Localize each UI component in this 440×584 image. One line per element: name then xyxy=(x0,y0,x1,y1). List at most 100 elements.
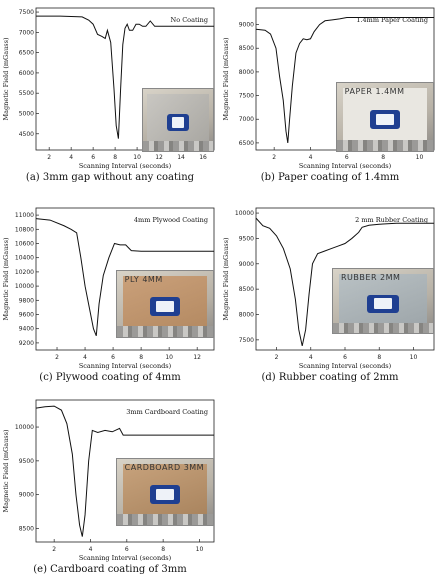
y-tick-label: 8000 xyxy=(239,69,254,76)
sensor-icon xyxy=(149,485,181,504)
photo-board-label: PLY 4MM xyxy=(124,274,163,284)
y-axis-label: Magnetic Field (mGauss) xyxy=(222,237,230,320)
chart-plywood-coating: 2 4 6 8 10 12 9200 9400 9600 9800 10000 10200 10400 1… xyxy=(2,207,215,370)
x-axis-label: Scanning Interval (seconds) xyxy=(79,554,172,562)
x-tick-label: 10 xyxy=(410,354,418,361)
panel-rubber-coating: 2 4 6 8 10 7500 8000 8500 9000 9500 10000 Scanning … xyxy=(220,200,440,392)
y-tick-label: 10000 xyxy=(15,283,34,290)
chart-rubber-coating: 2 4 6 8 10 7500 8000 8500 9000 9500 10000 Scanning … xyxy=(222,207,435,370)
x-tick-label: 12 xyxy=(193,354,201,361)
x-tick-label: 14 xyxy=(177,154,185,161)
panel-paper-coating: 2 4 6 8 10 6500 7000 7500 8000 8500 9000 Scanning I… xyxy=(220,0,440,192)
y-tick-label: 10000 xyxy=(15,424,34,431)
x-tick-label: 6 xyxy=(125,546,129,553)
series-line xyxy=(35,218,214,336)
x-tick-label: 8 xyxy=(139,354,143,361)
x-tick-label: 10 xyxy=(133,154,141,161)
y-axis-label: Magnetic Field (mGauss) xyxy=(2,37,10,120)
x-tick-label: 2 xyxy=(52,546,56,553)
x-axis-label: Scanning Interval (seconds) xyxy=(299,362,392,370)
y-tick-label: 10200 xyxy=(15,269,34,276)
y-tick-label: 9600 xyxy=(19,312,34,319)
x-tick-label: 4 xyxy=(309,354,313,361)
plot-frame xyxy=(35,7,215,151)
panel-cardboard-coating: 2 4 6 8 10 8500 9000 9500 10000 Scanning Interval… xyxy=(0,392,220,584)
y-tick-label: 7500 xyxy=(239,337,254,344)
y-tick-label: 10000 xyxy=(235,210,254,217)
x-tick-label: 10 xyxy=(196,546,204,553)
sensor-icon xyxy=(369,110,401,130)
y-tick-label: 6500 xyxy=(19,50,34,57)
y-tick-label: 9000 xyxy=(19,492,34,499)
x-tick-label: 16 xyxy=(199,154,207,161)
y-tick-label: 4500 xyxy=(19,131,34,138)
foil-strip xyxy=(333,322,433,333)
legend-label: 4mm Plywood Coating xyxy=(134,216,208,224)
y-tick-label: 10600 xyxy=(15,241,34,248)
x-tick-label: 4 xyxy=(69,154,73,161)
x-tick-label: 2 xyxy=(275,354,279,361)
y-tick-label: 9000 xyxy=(239,261,254,268)
legend-label: No Coating xyxy=(171,16,208,24)
x-tick-label: 6 xyxy=(111,354,115,361)
y-tick-label: 10400 xyxy=(15,255,34,262)
caption-b: (b) Paper coating of 1.4mm xyxy=(260,172,400,183)
y-tick-label: 5500 xyxy=(19,90,34,97)
y-tick-label: 5000 xyxy=(19,110,34,117)
sensor-icon xyxy=(166,113,190,132)
photo-plywood-coating: PLY 4MM xyxy=(116,270,214,338)
y-tick-label: 9000 xyxy=(239,22,254,29)
chart-no-coating: 2 4 6 8 10 12 14 16 4500 5000 5500 6000 6500 7000 7500… xyxy=(2,7,215,170)
photo-board-label: PAPER 1.4MM xyxy=(344,87,405,97)
y-tick-label: 7500 xyxy=(239,93,254,100)
x-tick-label: 8 xyxy=(113,154,117,161)
caption-c: (c) Plywood coating of 4mm xyxy=(39,372,181,383)
x-tick-label: 2 xyxy=(47,154,51,161)
x-tick-label: 6 xyxy=(345,154,349,161)
x-tick-label: 10 xyxy=(165,354,173,361)
chart-paper-coating: 2 4 6 8 10 6500 7000 7500 8000 8500 9000 Scanning I… xyxy=(222,7,435,170)
y-tick-label: 9200 xyxy=(19,340,34,347)
caption-e: (e) Cardboard coating of 3mm xyxy=(33,564,187,575)
photo-paper-coating: PAPER 1.4MM xyxy=(336,82,434,152)
x-tick-label: 2 xyxy=(272,154,276,161)
y-tick-label: 9400 xyxy=(19,326,34,333)
foil-strip xyxy=(143,141,213,151)
photo-cardboard-coating: CARDBOARD 3MM xyxy=(116,458,214,526)
panel-plywood-coating: 2 4 6 8 10 12 9200 9400 9600 9800 10000 10200 10400 1… xyxy=(0,200,220,392)
legend-label: 1.4mm Paper Coating xyxy=(356,16,428,24)
x-tick-label: 4 xyxy=(309,154,313,161)
caption-d: (d) Rubber coating of 2mm xyxy=(261,372,399,383)
y-tick-label: 6500 xyxy=(239,140,254,147)
y-tick-label: 9500 xyxy=(19,458,34,465)
y-tick-label: 7000 xyxy=(19,29,34,36)
y-tick-label: 7500 xyxy=(19,9,34,16)
y-tick-label: 11000 xyxy=(15,212,34,219)
plot-frame xyxy=(35,399,215,543)
y-tick-label: 8500 xyxy=(239,286,254,293)
photo-rubber-coating: RUBBER 2MM xyxy=(332,268,434,334)
x-axis-label: Scanning Interval (seconds) xyxy=(79,362,172,370)
y-tick-label: 8500 xyxy=(239,45,254,52)
x-tick-label: 12 xyxy=(155,154,163,161)
plot-frame xyxy=(35,207,215,351)
x-tick-label: 6 xyxy=(343,354,347,361)
y-tick-label: 8500 xyxy=(19,525,34,532)
y-tick-label: 10800 xyxy=(15,226,34,233)
series-line xyxy=(255,217,434,347)
y-tick-label: 9800 xyxy=(19,297,34,304)
y-tick-label: 8000 xyxy=(239,312,254,319)
series-line xyxy=(36,15,214,139)
photo-no-coating xyxy=(142,88,214,152)
x-axis-label: Scanning Interval (seconds) xyxy=(79,162,172,170)
x-tick-label: 4 xyxy=(89,546,93,553)
foil-strip xyxy=(117,514,213,525)
series-line xyxy=(255,16,434,143)
photo-board-label: RUBBER 2MM xyxy=(341,272,401,282)
x-tick-label: 2 xyxy=(55,354,59,361)
foil-strip xyxy=(337,140,433,151)
x-tick-label: 10 xyxy=(416,154,424,161)
legend-label: 2 mm Rubber Coating xyxy=(355,216,428,224)
y-tick-label: 6000 xyxy=(19,70,34,77)
foil-strip xyxy=(117,326,213,337)
